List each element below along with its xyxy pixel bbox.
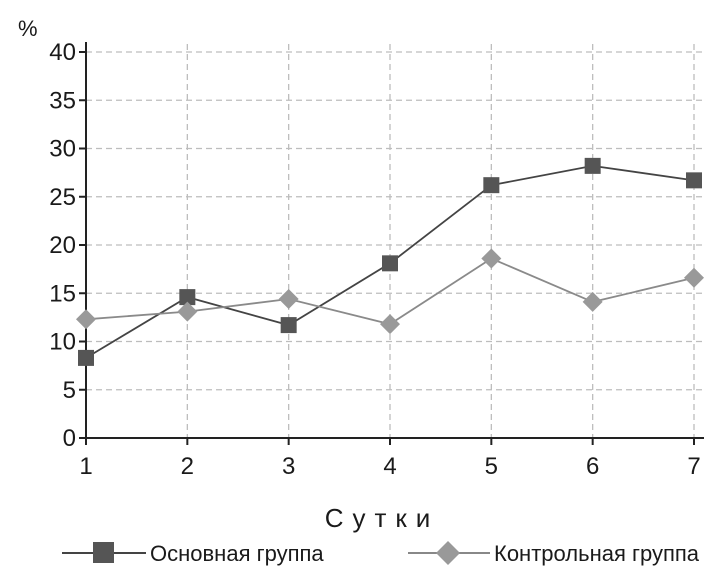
data-point-square bbox=[280, 317, 297, 334]
data-point-diamond bbox=[684, 267, 704, 288]
data-point-diamond bbox=[177, 301, 198, 322]
x-tick-label: 5 bbox=[485, 453, 498, 480]
legend-label-main: Основная группа bbox=[150, 541, 324, 566]
y-tick-label: 35 bbox=[49, 87, 76, 114]
data-point-diamond bbox=[76, 309, 96, 330]
y-tick-label: 20 bbox=[49, 232, 76, 259]
data-point-square bbox=[584, 157, 601, 174]
y-tick-label: 10 bbox=[49, 329, 76, 356]
x-tick-label: 1 bbox=[79, 453, 92, 480]
data-point-square bbox=[382, 255, 398, 272]
x-tick-label: 3 bbox=[282, 453, 295, 480]
data-point-diamond bbox=[481, 248, 502, 269]
legend-item-main: Основная группа bbox=[62, 541, 324, 566]
legend-diamond-marker bbox=[436, 541, 460, 565]
legend-label-control: Контрольная группа bbox=[494, 541, 700, 566]
x-tick-label: 2 bbox=[181, 453, 194, 480]
data-point-square bbox=[78, 349, 94, 366]
data-point-square bbox=[179, 289, 196, 306]
y-tick-label: 0 bbox=[63, 425, 76, 452]
y-tick-label: 40 bbox=[49, 39, 76, 66]
y-tick-label: 30 bbox=[49, 136, 76, 163]
series-control bbox=[76, 248, 704, 335]
y-tick-label: 5 bbox=[63, 377, 76, 404]
data-point-diamond bbox=[582, 291, 603, 312]
legend-square-marker bbox=[93, 542, 114, 563]
y-axis-label: % bbox=[18, 16, 38, 41]
y-tick-label: 15 bbox=[49, 280, 76, 307]
series-main bbox=[78, 157, 702, 366]
data-point-square bbox=[483, 177, 500, 194]
data-point-diamond bbox=[278, 289, 299, 310]
grid bbox=[86, 44, 704, 438]
x-tick-label: 7 bbox=[687, 453, 700, 480]
data-point-diamond bbox=[380, 314, 400, 335]
x-tick-label: 4 bbox=[383, 453, 396, 480]
y-axis-ticks: 0 5 10 15 20 25 30 35 40 bbox=[49, 39, 86, 452]
legend: Основная группа Контрольная группа bbox=[62, 541, 700, 566]
legend-item-control: Контрольная группа bbox=[408, 541, 700, 566]
axes bbox=[85, 42, 704, 439]
series-group bbox=[76, 157, 704, 366]
x-tick-label: 6 bbox=[586, 453, 599, 480]
x-axis-ticks: 1 2 3 4 5 6 7 bbox=[79, 438, 701, 480]
data-point-square bbox=[686, 172, 702, 189]
x-axis-label: Сутки bbox=[325, 503, 440, 533]
y-tick-label: 25 bbox=[49, 184, 76, 211]
